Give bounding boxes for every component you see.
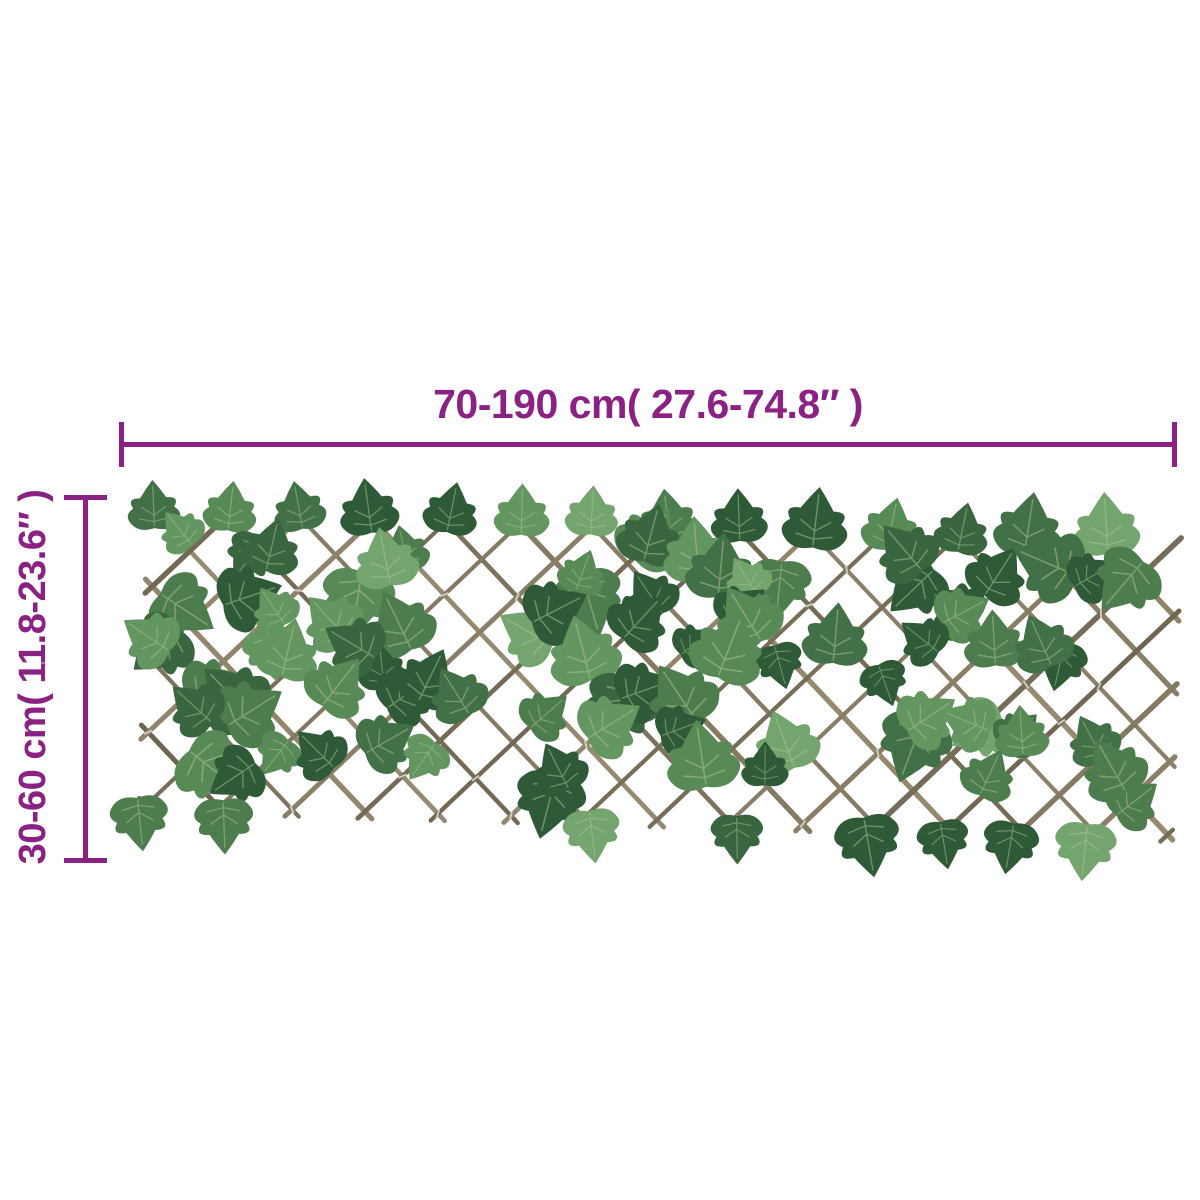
ivy-leaf xyxy=(1015,614,1075,674)
ivy-leaf xyxy=(688,612,762,686)
ivy-leaf xyxy=(431,668,489,725)
ivy-leaf xyxy=(710,488,768,543)
ivy-leaf xyxy=(995,705,1050,758)
width-dimension-tick-right xyxy=(1172,422,1177,467)
ivy-leaf xyxy=(879,525,940,585)
ivy-leaf xyxy=(959,749,1013,803)
ivy-leaf xyxy=(296,730,348,782)
ivy-leaf xyxy=(940,697,997,753)
ivy-leaf xyxy=(257,731,302,775)
ivy-leaf xyxy=(562,808,620,864)
ivy-leaf xyxy=(753,641,802,690)
ivy-leaf xyxy=(896,690,956,751)
ivy-leaf xyxy=(550,615,623,687)
ivy-leaf xyxy=(109,795,168,852)
ivy-leaf xyxy=(325,617,386,679)
width-dimension-tick-left xyxy=(119,422,124,467)
ivy-leaf xyxy=(859,659,906,707)
ivy-leaf xyxy=(1096,546,1162,610)
ivy-leaf xyxy=(1012,531,1085,604)
ivy-leaf xyxy=(253,587,300,634)
ivy-leaf xyxy=(215,681,282,749)
ivy-leaf xyxy=(1055,822,1117,882)
ivy-leaf xyxy=(901,618,950,667)
ivy-leaf xyxy=(741,741,789,787)
ivy-leaf xyxy=(123,612,181,670)
ivy-leaf xyxy=(202,480,257,533)
ivy-leaf xyxy=(303,658,365,719)
width-dimension-line xyxy=(121,442,1175,447)
height-dimension-line xyxy=(83,497,88,862)
ivy-leaf xyxy=(161,511,205,555)
ivy-leaf xyxy=(356,527,420,590)
trellis-group xyxy=(109,478,1184,882)
ivy-leaf xyxy=(801,602,868,666)
ivy-leaf xyxy=(1084,739,1149,803)
ivy-leaf xyxy=(253,618,317,682)
ivy-leaf xyxy=(577,695,640,760)
ivy-leaf xyxy=(781,487,848,551)
ivy-leaf xyxy=(355,715,414,774)
ivy-leaf xyxy=(964,609,1025,668)
ivy-leaf xyxy=(564,485,618,537)
ivy-leaf xyxy=(518,692,567,742)
ivy-leaf xyxy=(1073,491,1141,556)
ivy-leaf xyxy=(422,482,477,536)
width-dimension-label: 70-190 cm( 27.6-74.8″ ) xyxy=(433,381,863,427)
ivy-leaf xyxy=(710,814,764,865)
height-dimension-label: 30-60 cm( 11.8-23.6″ ) xyxy=(12,489,54,865)
ivy-leaf xyxy=(274,481,327,533)
ivy-leaf xyxy=(556,549,604,597)
ivy-leaf xyxy=(933,502,988,556)
ivy-leaves xyxy=(109,478,1162,882)
ivy-leaf xyxy=(340,478,400,536)
height-dimension-cap-bottom xyxy=(64,858,107,863)
ivy-leaf xyxy=(209,744,266,802)
ivy-leaf xyxy=(172,683,226,738)
ivy-leaf xyxy=(240,517,299,576)
ivy-leaf xyxy=(194,798,254,855)
height-dimension-cap-top xyxy=(64,495,107,500)
ivy-leaf xyxy=(616,503,680,567)
ivy-leaf xyxy=(493,483,550,537)
ivy-leaf xyxy=(403,733,451,780)
ivy-leaf xyxy=(368,591,437,660)
ivy-leaf xyxy=(606,595,666,653)
ivy-leaf xyxy=(983,820,1040,875)
ivy-leaf xyxy=(993,492,1061,558)
ivy-leaf xyxy=(916,819,969,870)
ivy-leaf xyxy=(667,719,741,791)
ivy-leaf xyxy=(534,743,589,798)
ivy-leaf xyxy=(834,813,899,878)
